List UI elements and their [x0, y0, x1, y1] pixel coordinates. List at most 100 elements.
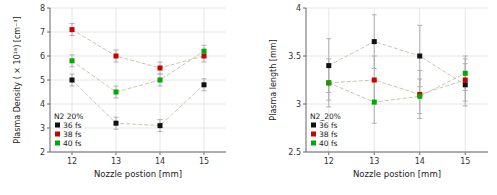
grid-line [50, 8, 226, 9]
tick-label: 6 [40, 52, 45, 61]
grid-line [306, 8, 488, 9]
tick-label: 13 [369, 157, 379, 166]
error-cap [417, 113, 422, 114]
point [326, 80, 331, 85]
tick-label: 14 [415, 157, 425, 166]
point [158, 66, 163, 71]
series-line [72, 51, 204, 92]
error-bar [114, 50, 119, 62]
tick-label: 4 [296, 4, 301, 13]
error-cap [417, 79, 422, 80]
error-bar [114, 117, 119, 129]
legend-title: N2_20% [310, 112, 341, 121]
point [158, 78, 163, 83]
figure: 121314152345678Nozzle postion [mm]Plasma… [0, 0, 497, 195]
error-cap [158, 62, 163, 63]
error-cap [372, 14, 377, 15]
error-cap [372, 123, 377, 124]
tick-label: 15 [460, 157, 470, 166]
point [70, 58, 75, 63]
point [326, 63, 331, 68]
error-cap [70, 74, 75, 75]
error-bar [158, 120, 163, 132]
series-line [329, 73, 466, 102]
error-cap [158, 74, 163, 75]
point [70, 78, 75, 83]
point [372, 78, 377, 83]
error-cap [114, 86, 119, 87]
series-line [72, 80, 204, 126]
legend-label: 36 fs [319, 121, 338, 130]
error-bar [463, 56, 468, 91]
legend-marker [311, 141, 316, 146]
error-cap [202, 90, 207, 91]
tick-label: 2.5 [288, 148, 301, 157]
tick-label: 3 [296, 100, 301, 109]
tick-label: 2 [40, 148, 45, 157]
error-cap [463, 105, 468, 106]
point [372, 39, 377, 44]
error-cap [70, 23, 75, 24]
point [463, 71, 468, 76]
x-axis-label: Nozzle postion [mm] [353, 169, 441, 179]
legend-marker [311, 123, 316, 128]
tick-label: 15 [199, 157, 209, 166]
error-cap [326, 58, 331, 59]
legend-label: 40 fs [63, 139, 82, 148]
error-cap [114, 50, 119, 51]
error-bar [114, 86, 119, 98]
legend-label: 40 fs [319, 139, 338, 148]
x-axis-label: Nozzle postion [mm] [94, 169, 182, 179]
error-cap [158, 86, 163, 87]
point [114, 121, 119, 126]
error-bar [70, 24, 75, 36]
point [70, 27, 75, 32]
point [202, 49, 207, 54]
point [372, 100, 377, 105]
chart: 121314152.533.54Nozzle postion [mm]Plasm… [269, 4, 488, 179]
error-cap [463, 56, 468, 57]
series-line [72, 30, 204, 68]
chart: 121314152345678Nozzle postion [mm]Plasma… [13, 4, 226, 179]
error-cap [326, 106, 331, 107]
error-bar [202, 79, 207, 91]
grid-line [419, 8, 420, 152]
legend-marker [311, 132, 316, 137]
tick-label: 3.5 [288, 52, 301, 61]
point [158, 123, 163, 128]
tick-label: 5 [40, 76, 45, 85]
y-axis-line [306, 8, 307, 152]
error-cap [326, 100, 331, 101]
error-cap [70, 66, 75, 67]
point [417, 94, 422, 99]
plot-area [70, 24, 207, 132]
error-cap [202, 62, 207, 63]
error-bar [158, 74, 163, 86]
grid-line [306, 152, 488, 153]
error-bar [70, 55, 75, 67]
point [463, 82, 468, 87]
error-cap [417, 70, 422, 71]
error-bar [326, 59, 331, 107]
tick-label: 13 [111, 157, 121, 166]
tick-label: 14 [155, 157, 165, 166]
legend-marker [55, 123, 60, 128]
error-cap [114, 117, 119, 118]
grid-line [50, 32, 226, 33]
tick-label: 4 [40, 100, 45, 109]
error-cap [114, 129, 119, 130]
error-cap [463, 101, 468, 102]
point [202, 82, 207, 87]
point [114, 54, 119, 59]
error-cap [202, 78, 207, 79]
error-cap [70, 54, 75, 55]
grid-line [50, 56, 226, 57]
error-bar [326, 66, 331, 101]
error-cap [114, 98, 119, 99]
plot-area [326, 15, 468, 123]
tick-label: 12 [67, 157, 77, 166]
series-line [329, 42, 466, 85]
y-axis-line [50, 8, 51, 152]
error-cap [158, 74, 163, 75]
legend-title: N2 20% [54, 112, 83, 121]
